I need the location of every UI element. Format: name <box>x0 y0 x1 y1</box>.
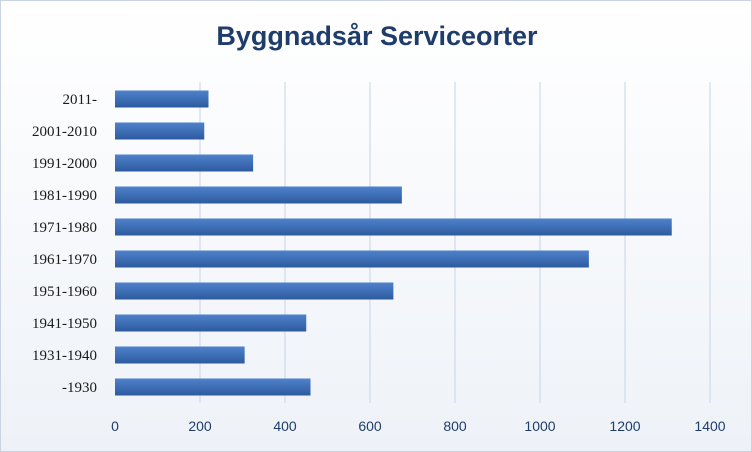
x-tick-label: 200 <box>188 418 212 434</box>
chart-title: Byggnadsår Serviceorter <box>216 21 538 51</box>
category-label: 1971-1980 <box>32 220 97 236</box>
bar-1971-1980 <box>115 218 672 236</box>
x-tick-label: 800 <box>443 418 467 434</box>
category-label: 1991-2000 <box>32 156 97 172</box>
x-tick-label: 0 <box>111 418 119 434</box>
bar-2001-2010 <box>115 122 205 140</box>
bar-1941-1950 <box>115 314 307 332</box>
category-label: 1931-1940 <box>32 348 97 364</box>
bar--1930 <box>115 378 311 396</box>
category-label: 1961-1970 <box>32 252 97 268</box>
bar-1951-1960 <box>115 282 394 300</box>
x-tick-label: 400 <box>273 418 297 434</box>
x-tick-label: 1000 <box>524 418 555 434</box>
bar-1981-1990 <box>115 186 402 204</box>
category-label: 1941-1950 <box>32 316 97 332</box>
x-tick-label: 600 <box>358 418 382 434</box>
bar-1991-2000 <box>115 154 254 172</box>
bar-1931-1940 <box>115 346 245 364</box>
category-label: 2011- <box>63 92 97 108</box>
category-label: 1951-1960 <box>32 284 97 300</box>
category-label: 1981-1990 <box>32 188 97 204</box>
x-tick-label: 1200 <box>609 418 640 434</box>
x-tick-label: 1400 <box>694 418 725 434</box>
category-label: 2001-2010 <box>32 124 97 140</box>
bar-2011- <box>115 90 209 108</box>
bar-1961-1970 <box>115 250 589 268</box>
category-label: -1930 <box>62 380 97 396</box>
